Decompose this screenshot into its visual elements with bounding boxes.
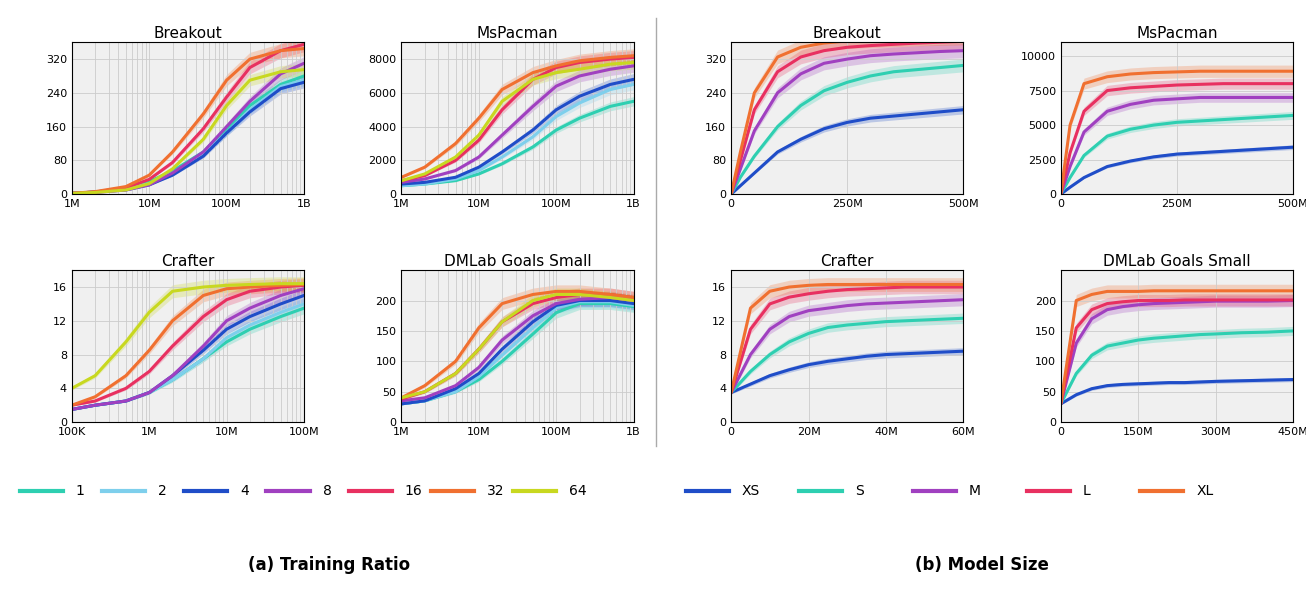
Text: 4: 4 (240, 484, 249, 499)
Title: DMLab Goals Small: DMLab Goals Small (1104, 254, 1251, 269)
Text: XS: XS (742, 484, 760, 499)
Text: 1: 1 (76, 484, 85, 499)
Title: Crafter: Crafter (161, 254, 214, 269)
Text: 16: 16 (405, 484, 423, 499)
Text: L: L (1083, 484, 1091, 499)
Title: MsPacman: MsPacman (477, 26, 558, 41)
Text: 2: 2 (158, 484, 167, 499)
Text: 8: 8 (323, 484, 332, 499)
Title: DMLab Goals Small: DMLab Goals Small (444, 254, 592, 269)
Text: S: S (855, 484, 865, 499)
Text: (b) Model Size: (b) Model Size (916, 556, 1049, 574)
Text: M: M (969, 484, 981, 499)
Title: MsPacman: MsPacman (1136, 26, 1217, 41)
Text: 32: 32 (487, 484, 504, 499)
Title: Breakout: Breakout (154, 26, 222, 41)
Title: Breakout: Breakout (812, 26, 882, 41)
Text: 64: 64 (569, 484, 586, 499)
Text: XL: XL (1196, 484, 1213, 499)
Text: (a) Training Ratio: (a) Training Ratio (248, 556, 410, 574)
Title: Crafter: Crafter (820, 254, 874, 269)
